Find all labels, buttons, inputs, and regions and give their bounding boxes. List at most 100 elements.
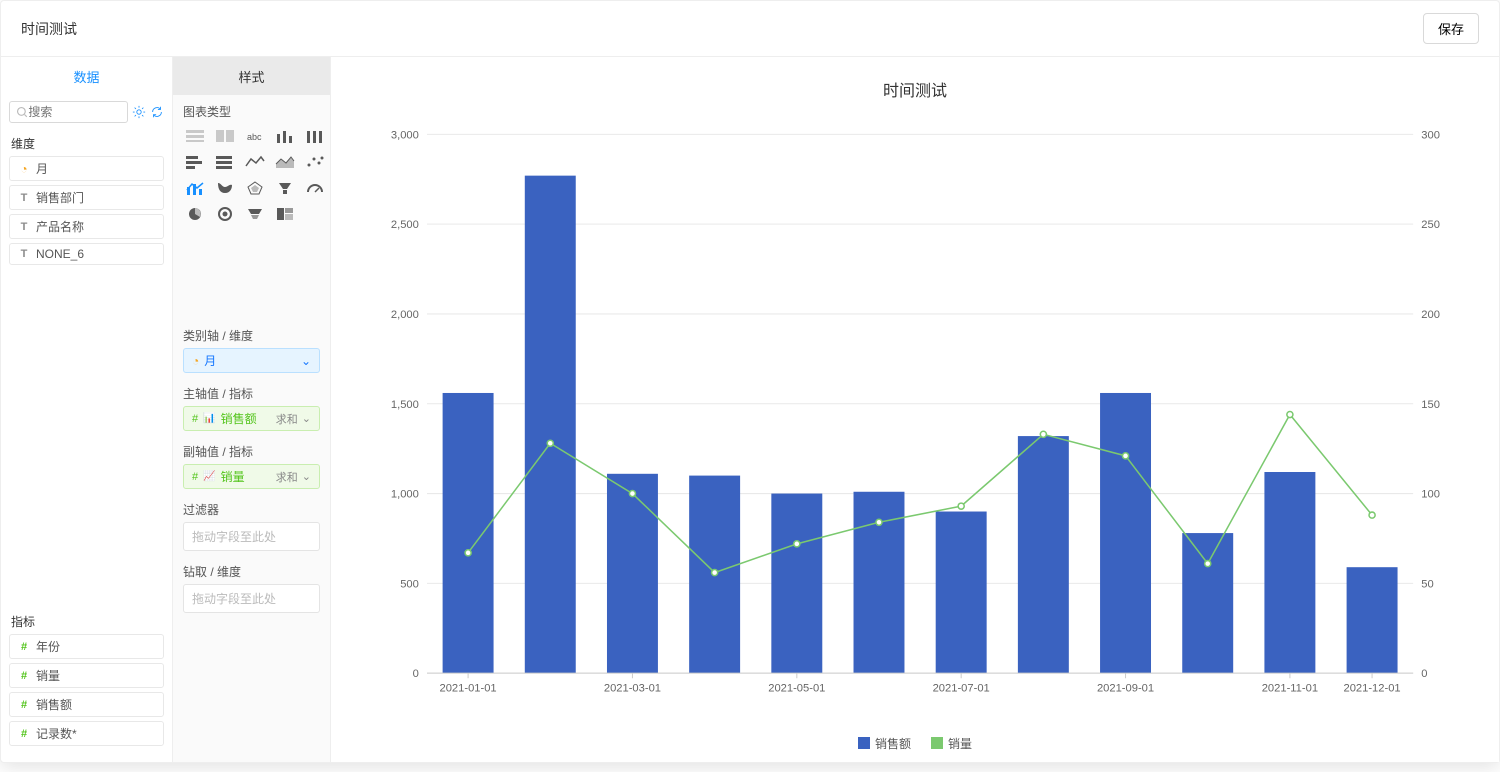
- metric-销售额[interactable]: #销售额: [9, 692, 164, 717]
- field-label: NONE_6: [36, 247, 84, 261]
- chart-type-combo[interactable]: [183, 178, 207, 198]
- chart-type-pivot[interactable]: [213, 126, 237, 146]
- svg-text:abc: abc: [247, 132, 262, 142]
- field-label: 产品名称: [36, 218, 84, 235]
- point-2021-02-01[interactable]: [547, 440, 553, 446]
- filter-label: 过滤器: [183, 501, 320, 518]
- chart-type-bar-stacked[interactable]: [303, 126, 327, 146]
- bar-2021-10-01[interactable]: [1182, 533, 1233, 673]
- dimensions-label: 维度: [1, 129, 172, 156]
- chart-type-bar-v[interactable]: [273, 126, 297, 146]
- search-row: [1, 95, 172, 129]
- field-label: 记录数*: [36, 725, 77, 742]
- chart-type-map[interactable]: [213, 178, 237, 198]
- chart-type-sunburst[interactable]: [213, 204, 237, 224]
- bar-2021-02-01[interactable]: [525, 176, 576, 674]
- filter-dropzone[interactable]: 拖动字段至此处: [183, 522, 320, 551]
- svg-text:3,000: 3,000: [391, 129, 419, 141]
- chart-type-bar-h-stacked[interactable]: [213, 152, 237, 172]
- drill-dropzone[interactable]: 拖动字段至此处: [183, 584, 320, 613]
- legend-bar[interactable]: 销售额: [858, 735, 911, 752]
- point-2021-05-01[interactable]: [794, 541, 800, 547]
- bar-2021-09-01[interactable]: [1100, 393, 1151, 673]
- field-label: 年份: [36, 638, 60, 655]
- chart-type-area[interactable]: [273, 152, 297, 172]
- app-root: 时间测试 保存 数据 样式: [0, 0, 1500, 763]
- fields-panel: 数据 样式 维度 ◔月 T销售部门 T产品名称 TNONE_6: [1, 57, 173, 762]
- point-2021-01-01[interactable]: [465, 550, 471, 556]
- point-2021-07-01[interactable]: [958, 503, 964, 509]
- point-2021-11-01[interactable]: [1287, 411, 1293, 417]
- refresh-icon[interactable]: [150, 105, 164, 119]
- primary-axis-section: 主轴值 / 指标 #📊销售额 求和⌄: [173, 377, 330, 435]
- dimension-NONE_6[interactable]: TNONE_6: [9, 243, 164, 265]
- chart-type-funnel2[interactable]: [243, 204, 267, 224]
- svg-text:2021-05-01: 2021-05-01: [768, 682, 825, 694]
- chart-type-section: 图表类型 abc: [173, 95, 330, 232]
- primary-axis-value: 销售额: [221, 410, 257, 427]
- svg-text:0: 0: [1421, 668, 1427, 680]
- search-box[interactable]: [9, 101, 128, 123]
- chart-panel: 时间测试 05001,0001,5002,0002,5003,000050100…: [331, 57, 1499, 762]
- bar-2021-12-01[interactable]: [1347, 567, 1398, 673]
- bar-2021-08-01[interactable]: [1018, 436, 1069, 673]
- point-2021-03-01[interactable]: [629, 491, 635, 497]
- point-2021-12-01[interactable]: [1369, 512, 1375, 518]
- svg-text:100: 100: [1421, 489, 1440, 501]
- fields-tabs: 数据 样式: [1, 57, 172, 95]
- point-2021-08-01[interactable]: [1040, 431, 1046, 437]
- hash-icon: #: [18, 699, 30, 711]
- bar-2021-07-01[interactable]: [936, 512, 987, 674]
- legend-line[interactable]: 销量: [931, 735, 972, 752]
- dimension-月[interactable]: ◔月: [9, 156, 164, 181]
- chart-type-gauge[interactable]: [303, 178, 327, 198]
- category-axis-pill[interactable]: ◔月 ⌄: [183, 348, 320, 373]
- category-axis-section: 类别轴 / 维度 ◔月 ⌄: [173, 319, 330, 377]
- tab-data[interactable]: 数据: [1, 57, 172, 95]
- secondary-axis-pill[interactable]: #📈销量 求和⌄: [183, 464, 320, 489]
- primary-axis-pill[interactable]: #📊销售额 求和⌄: [183, 406, 320, 431]
- secondary-agg: 求和: [276, 469, 298, 485]
- point-2021-04-01[interactable]: [712, 570, 718, 576]
- drill-section: 钻取 / 维度 拖动字段至此处: [173, 555, 330, 617]
- metric-年份[interactable]: #年份: [9, 634, 164, 659]
- secondary-axis-label: 副轴值 / 指标: [183, 443, 320, 460]
- chart-type-funnel[interactable]: [273, 178, 297, 198]
- metric-销量[interactable]: #销量: [9, 663, 164, 688]
- dimensions-list: ◔月 T销售部门 T产品名称 TNONE_6: [1, 156, 172, 269]
- bar-2021-05-01[interactable]: [771, 494, 822, 674]
- chart-type-scatter[interactable]: [303, 152, 327, 172]
- svg-text:0: 0: [413, 668, 419, 680]
- chart-type-treemap[interactable]: [273, 204, 297, 224]
- chart-type-line[interactable]: [243, 152, 267, 172]
- bar-2021-03-01[interactable]: [607, 474, 658, 673]
- chart-type-table[interactable]: [183, 126, 207, 146]
- svg-text:300: 300: [1421, 129, 1440, 141]
- dimension-产品名称[interactable]: T产品名称: [9, 214, 164, 239]
- svg-text:1,000: 1,000: [391, 489, 419, 501]
- svg-text:2,500: 2,500: [391, 219, 419, 231]
- bar-2021-01-01[interactable]: [443, 393, 494, 673]
- drill-label: 钻取 / 维度: [183, 563, 320, 580]
- chart-type-pie[interactable]: [183, 204, 207, 224]
- chart-type-bar-h[interactable]: [183, 152, 207, 172]
- point-2021-10-01[interactable]: [1205, 561, 1211, 567]
- chart-type-label: 图表类型: [183, 103, 320, 120]
- chart-title: 时间测试: [366, 77, 1464, 101]
- combo-chart: 05001,0001,5002,0002,5003,00005010015020…: [366, 109, 1464, 729]
- metric-记录数*[interactable]: #记录数*: [9, 721, 164, 746]
- gear-icon[interactable]: [132, 105, 146, 119]
- point-2021-06-01[interactable]: [876, 519, 882, 525]
- tab-style[interactable]: 样式: [173, 57, 330, 95]
- save-button[interactable]: 保存: [1423, 13, 1479, 44]
- search-input[interactable]: [28, 105, 121, 119]
- clock-icon: ◔: [18, 162, 30, 176]
- bar-2021-11-01[interactable]: [1264, 472, 1315, 673]
- svg-text:500: 500: [400, 578, 419, 590]
- chart-type-text[interactable]: abc: [243, 126, 267, 146]
- hash-icon: #: [192, 471, 198, 483]
- chart-type-radar[interactable]: [243, 178, 267, 198]
- dimension-销售部门[interactable]: T销售部门: [9, 185, 164, 210]
- metrics-list: #年份#销量#销售额#记录数*: [1, 634, 172, 762]
- point-2021-09-01[interactable]: [1122, 453, 1128, 459]
